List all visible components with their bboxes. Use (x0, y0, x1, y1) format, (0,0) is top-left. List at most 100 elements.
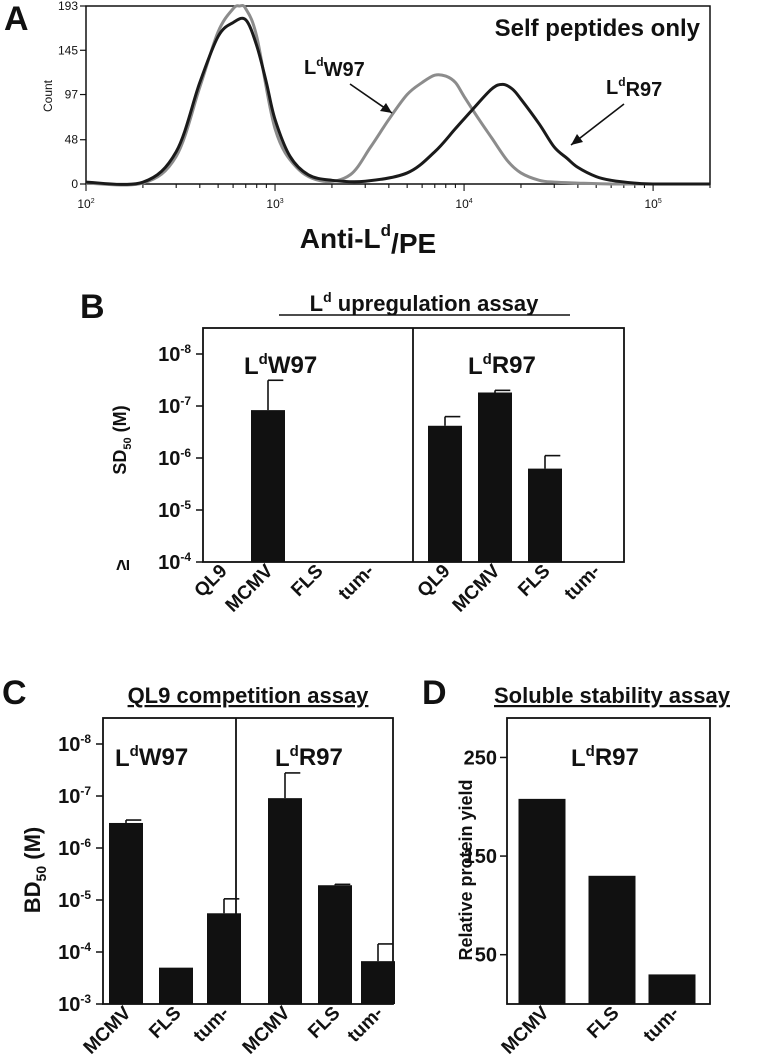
y-tick-label-part: 10 (58, 994, 80, 1016)
y-tick-label: 193 (58, 0, 78, 13)
x-tick-label-part: 4 (469, 198, 473, 205)
y-tick-label: 10-8 (58, 732, 91, 756)
y-axis-label: SD50 (M) (110, 405, 134, 474)
y-tick-label: 10-8 (158, 342, 191, 366)
category-label: FLS (287, 561, 327, 601)
bar (268, 798, 302, 1004)
y-tick-label: 50 (475, 945, 497, 967)
panel-title: Soluble stability assay (494, 683, 731, 708)
category-label: tum- (561, 561, 605, 605)
group-label-part: R97 (299, 744, 343, 771)
y-tick-label: 10-6 (58, 836, 91, 860)
group-label: LdR97 (571, 743, 639, 772)
bar (588, 875, 636, 1004)
y-tick-label-part: 10 (158, 448, 180, 470)
y-axis-label-part: (M) (110, 405, 130, 437)
x-tick-label: 103 (266, 197, 283, 211)
group-label-part: d (586, 743, 595, 760)
callout-arrowhead (571, 134, 583, 145)
y-tick-label-part: -7 (180, 394, 191, 408)
group-label-part: W97 (268, 352, 317, 379)
callout-label-r97: LdR97 (606, 75, 662, 101)
y-tick-label-part: 10 (158, 396, 180, 418)
panel-title: Ld upregulation assay (310, 289, 539, 316)
y-tick-label-part: 10 (58, 838, 80, 860)
callout-label-w97-part: d (316, 55, 323, 69)
callout-label-w97-part: W97 (324, 59, 365, 81)
y-tick-label-part: -3 (80, 992, 91, 1006)
callout-label-r97-part: L (606, 77, 618, 99)
y-tick-label-part: -7 (80, 784, 91, 798)
bar (207, 913, 241, 1004)
group-label-part: d (290, 743, 299, 760)
x-axis-label-part: /PE (391, 228, 436, 259)
y-axis-label-part: SD (110, 450, 130, 475)
y-axis-label: Relative protein yield (456, 779, 476, 960)
panel-title-part: upregulation assay (332, 291, 539, 316)
y-axis-label-part: (M) (20, 827, 45, 866)
y-tick-label-part: 10 (158, 500, 180, 522)
bar (648, 974, 696, 1004)
x-tick-label: 105 (644, 197, 661, 211)
y-axis-label: Count (41, 79, 55, 112)
y-tick-label: 10-4 (158, 550, 191, 574)
category-label: MCMV (239, 1002, 295, 1058)
y-tick-label-part: 10 (58, 942, 80, 964)
bar (518, 798, 566, 1004)
category-label: tum- (640, 1003, 684, 1047)
group-label-part: R97 (595, 744, 639, 771)
y-tick-label-part: -5 (80, 888, 91, 902)
group-label: LdR97 (468, 351, 536, 380)
y-tick-label-part: -6 (180, 446, 191, 460)
y-tick-label-part: -8 (80, 732, 91, 746)
y-tick-label-part: -4 (180, 550, 191, 564)
y-tick-label: 97 (65, 88, 79, 102)
panel-label: A (4, 0, 29, 38)
panel-label: C (2, 674, 27, 712)
y-tick-label-part: 10 (58, 734, 80, 756)
group-label-part: L (571, 745, 586, 772)
bar (428, 425, 462, 562)
category-label: MCMV (222, 560, 278, 616)
panel-b: B Ld upregulation assay10-4≥10-510-610-71… (80, 288, 625, 617)
x-tick-label-part: 3 (280, 198, 284, 205)
x-tick-label: 102 (77, 197, 94, 211)
panel-title: QL9 competition assay (128, 683, 370, 708)
plot-frame (102, 717, 394, 1005)
y-tick-label: 10-7 (158, 394, 191, 418)
y-tick-label: 10-5 (58, 888, 91, 912)
group-label-part: R97 (492, 352, 536, 379)
callout-label-r97-part: d (618, 75, 625, 89)
y-tick-label-part: -4 (80, 940, 91, 954)
x-tick-label-part: 2 (91, 198, 95, 205)
x-tick-label-part: 10 (455, 197, 469, 211)
group-label-part: L (244, 353, 259, 380)
y-axis-label: BD50 (M) (20, 827, 49, 913)
series-line-0 (85, 3, 710, 187)
category-label: MCMV (449, 560, 505, 616)
group-label-part: d (483, 351, 492, 368)
category-label: MCMV (80, 1002, 136, 1058)
category-label: QL9 (414, 561, 455, 602)
y-axis-label-part: 50 (33, 866, 49, 882)
bar (318, 885, 352, 1004)
series-line-1 (85, 16, 711, 186)
callout-label-w97: LdW97 (304, 55, 365, 81)
category-label: FLS (514, 561, 554, 601)
y-tick-label: 0 (71, 177, 78, 191)
category-label: tum- (344, 1003, 388, 1047)
group-label-part: d (130, 743, 139, 760)
category-label: FLS (145, 1003, 185, 1043)
panel-c: C QL9 competition assay10-310-410-510-610… (2, 674, 395, 1059)
y-tick-label: 10-4 (58, 940, 91, 964)
group-label-part: d (259, 351, 268, 368)
y-tick-label: 250 (464, 747, 497, 769)
y-tick-label-part: -8 (180, 342, 191, 356)
x-tick-label-part: 10 (644, 197, 658, 211)
y-tick-label: 10-7 (58, 784, 91, 808)
panel-title-part: d (323, 289, 332, 305)
y-axis-label-part: BD (20, 881, 45, 913)
panel-label: D (422, 674, 447, 712)
y-tick-label: 48 (65, 133, 79, 147)
